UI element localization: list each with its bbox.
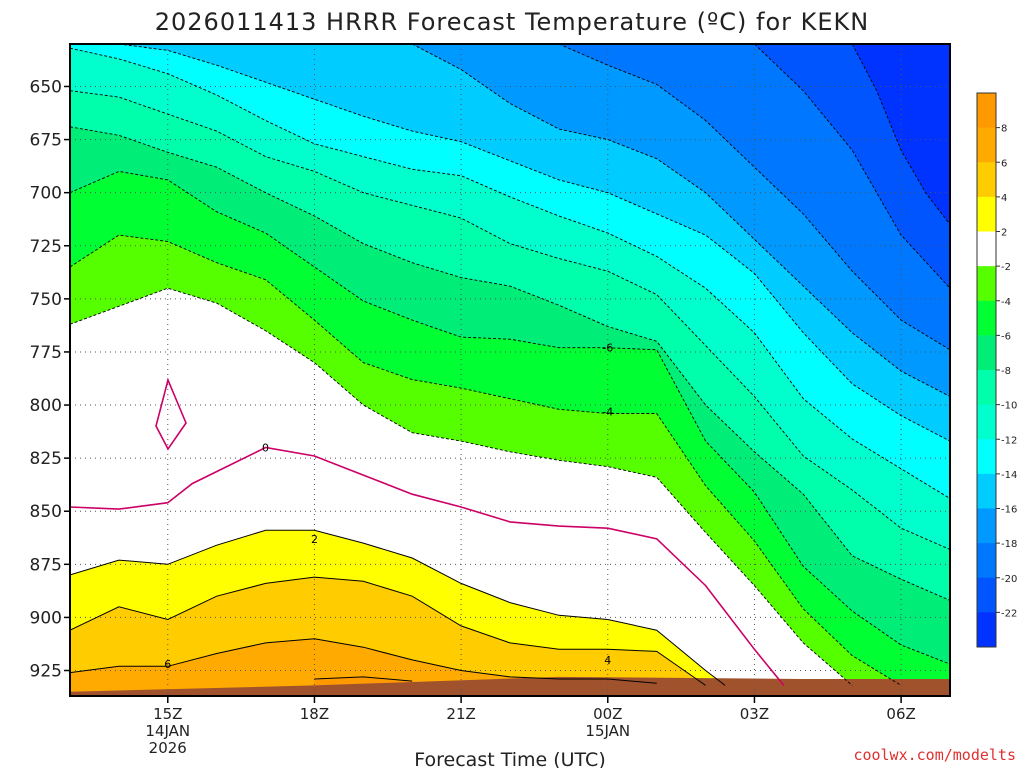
colorbar: 8 6 4 2 -2 -4 -6 -8 -10 -12 -14 -16 -18 -20 -22 xyxy=(976,92,1017,648)
contour-minus14 xyxy=(118,44,950,442)
contour-minus22 xyxy=(851,44,950,225)
colorbar-label-7: -8 xyxy=(1001,366,1011,377)
contour-plus6 xyxy=(70,638,657,684)
colorbar-label-13: -20 xyxy=(1001,574,1017,585)
x-tick-label-5-0: 18Z xyxy=(300,705,329,723)
colorbar-label-14: -22 xyxy=(1001,608,1017,619)
contour-minus16 xyxy=(411,44,950,397)
credit-link[interactable]: coolwx.com/modelts xyxy=(853,746,1016,764)
y-tick-label-650: 650 xyxy=(30,77,62,97)
plot-area: 0 2 6 4 -4 -6 xyxy=(70,44,950,696)
y-axis: 650 675 700 725 750 775 800 825 850 875 900 925 xyxy=(30,77,70,682)
contour-minus10 xyxy=(70,90,950,550)
colorbar-swatch-14 xyxy=(977,577,996,613)
colorbar-label-5: -4 xyxy=(1001,297,1011,308)
contour-minus6 xyxy=(70,170,950,665)
x-tick-label-14-0: 03Z xyxy=(740,705,769,723)
colorbar-label-2: 4 xyxy=(1001,193,1007,204)
colorbar-swatch-15 xyxy=(977,612,996,648)
colorbar-swatch-4 xyxy=(977,231,996,267)
freezing-loop xyxy=(155,377,187,451)
y-tick-label-750: 750 xyxy=(30,290,62,310)
y-tick-label-925: 925 xyxy=(30,662,62,682)
x-tick-label-2-1: 14JAN xyxy=(145,722,190,740)
x-tick-label-2-0: 15Z xyxy=(153,705,182,723)
colorbar-swatch-1 xyxy=(977,127,996,163)
colorbar-swatch-7 xyxy=(977,335,996,371)
contour-minus20 xyxy=(754,44,950,289)
colorbar-label-10: -14 xyxy=(1001,470,1017,481)
y-tick-label-825: 825 xyxy=(30,449,62,469)
colorbar-swatch-2 xyxy=(977,162,996,198)
colorbar-label-11: -16 xyxy=(1001,505,1017,516)
x-tick-label-11-1: 15JAN xyxy=(585,722,630,740)
y-tick-label-875: 875 xyxy=(30,555,62,575)
colorbar-label-9: -12 xyxy=(1001,435,1017,446)
colorbar-swatch-3 xyxy=(977,196,996,232)
contour-label-3: 4 xyxy=(604,654,611,667)
contour-label-2: 6 xyxy=(164,658,171,671)
contour-minus8 xyxy=(70,126,950,601)
contour-minus18 xyxy=(558,44,950,351)
colorbar-swatch-8 xyxy=(977,370,996,406)
colorbar-label-12: -18 xyxy=(1001,539,1017,550)
x-tick-label-8-0: 21Z xyxy=(446,705,475,723)
colorbar-swatch-11 xyxy=(977,473,996,509)
contour-minus2 xyxy=(70,287,853,686)
contour-label-5: -6 xyxy=(602,342,613,355)
contour-plus2 xyxy=(70,529,726,686)
contour-label-0: 0 xyxy=(262,442,269,455)
colorbar-label-8: -10 xyxy=(1001,401,1017,412)
chart-title: 2026011413 HRRR Forecast Temperature (ºC… xyxy=(155,8,870,36)
colorbar-label-0: 8 xyxy=(1001,124,1007,135)
y-tick-label-900: 900 xyxy=(30,608,62,628)
ground-fill xyxy=(70,676,950,696)
y-tick-label-675: 675 xyxy=(30,131,62,151)
colorbar-swatch-6 xyxy=(977,300,996,336)
colorbar-label-6: -6 xyxy=(1001,331,1011,342)
x-tick-label-11-0: 00Z xyxy=(593,705,622,723)
freezing-line xyxy=(70,446,785,686)
colorbar-label-4: -2 xyxy=(1001,262,1011,273)
y-tick-label-850: 850 xyxy=(30,502,62,522)
contour-minus12 xyxy=(70,47,950,499)
colorbar-label-3: 2 xyxy=(1001,228,1007,239)
y-tick-label-775: 775 xyxy=(30,343,62,363)
contour-label-4: -4 xyxy=(602,405,613,418)
colorbar-swatch-0 xyxy=(977,93,996,129)
colorbar-swatch-5 xyxy=(977,266,996,302)
x-tick-label-2-2: 2026 xyxy=(149,739,187,757)
contour-plus8 xyxy=(314,676,413,682)
contour-label-1: 2 xyxy=(311,533,318,546)
y-tick-label-700: 700 xyxy=(30,184,62,204)
colorbar-swatch-9 xyxy=(977,404,996,440)
colorbar-label-1: 6 xyxy=(1001,158,1007,169)
y-tick-label-800: 800 xyxy=(30,396,62,416)
plot-frame xyxy=(69,43,951,697)
contour-minus4 xyxy=(70,234,902,686)
colorbar-swatch-13 xyxy=(977,543,996,579)
x-axis-label: Forecast Time (UTC) xyxy=(414,749,605,768)
y-tick-label-725: 725 xyxy=(30,237,62,257)
colorbar-swatch-12 xyxy=(977,508,996,544)
x-tick-label-17-0: 06Z xyxy=(886,705,915,723)
colorbar-swatch-10 xyxy=(977,439,996,475)
contour-plus4 xyxy=(70,576,706,686)
